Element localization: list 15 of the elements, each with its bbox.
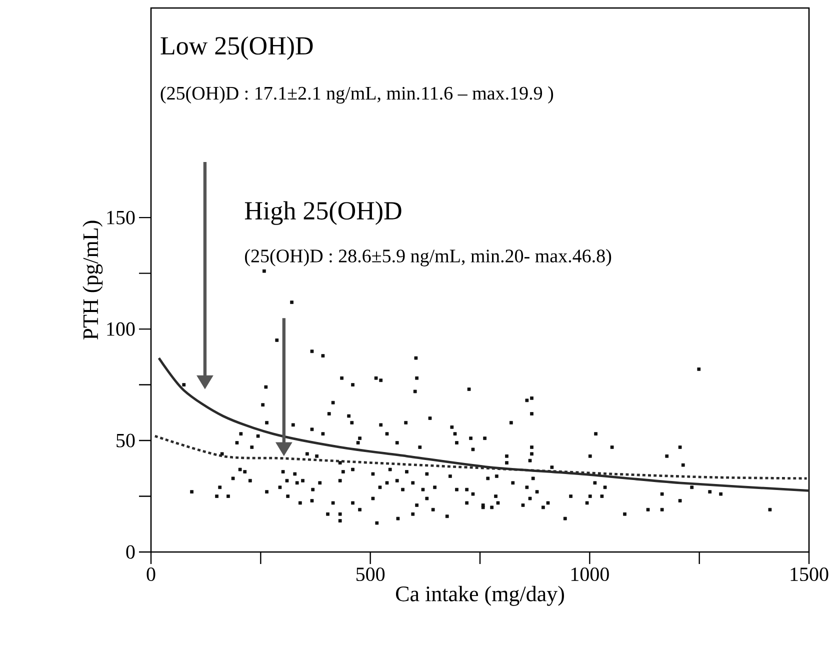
x-axis-title: Ca intake (mg/day)	[396, 586, 564, 606]
y-tick-label: 150	[107, 210, 135, 224]
line-series	[158, 356, 810, 492]
annotation: High 25(OH)D	[244, 201, 402, 225]
annotation: (25(OH)D : 28.6±5.9 ng/mL, min.20- max.46.8)	[245, 249, 612, 266]
annotation: Low 25(OH)D	[160, 36, 313, 60]
x-tick-label: 0	[146, 568, 156, 582]
x-tick-label: 500	[356, 568, 385, 582]
y-tick-label: 0	[126, 545, 135, 559]
x-tick-label: 1500	[790, 568, 828, 582]
y-axis-title: PTH (pg/mL)	[82, 220, 103, 340]
y-tick-label: 50	[116, 434, 135, 448]
x-tick-label: 1000	[571, 568, 609, 582]
annotation: (25(OH)D : 17.1±2.1 ng/mL, min.11.6 – max.19.9 )	[160, 86, 554, 104]
y-tick-label: 100	[107, 322, 135, 336]
